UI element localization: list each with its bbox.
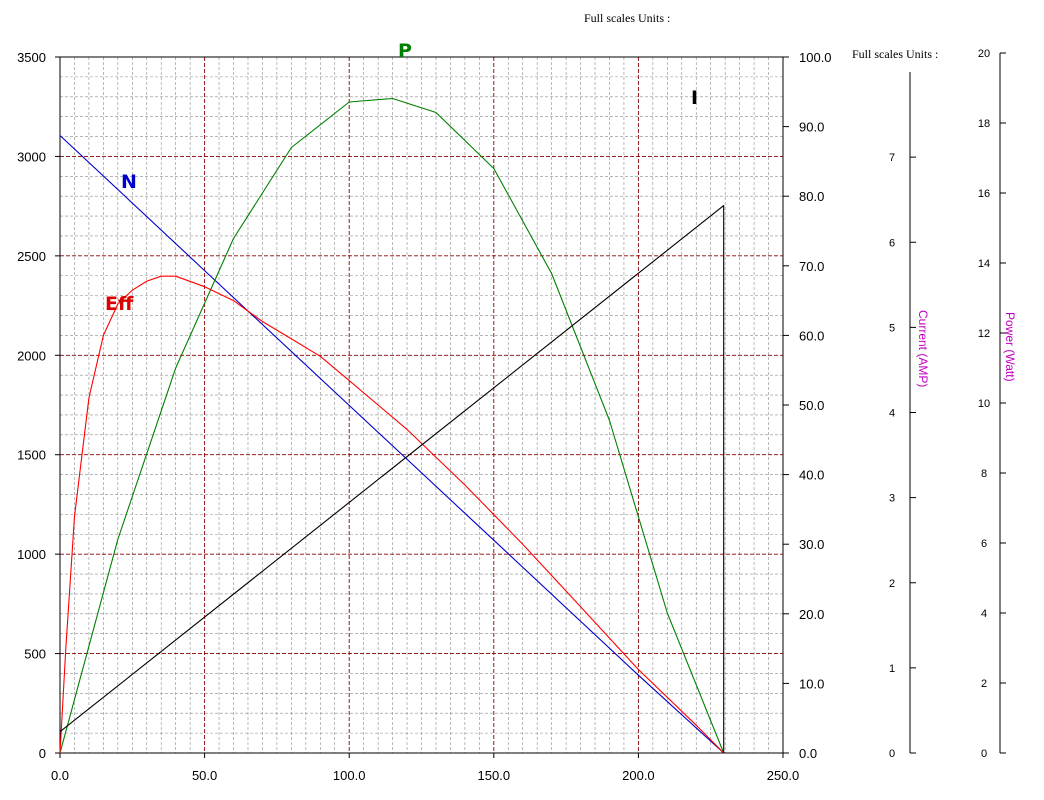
current-axis: 0 1 2 3 4 5 6 7 [889,72,916,760]
series-label-eff: Eff [105,293,134,315]
series-label-p: P [398,40,412,62]
right-tick-label: 80.0 [799,189,824,204]
x-tick-label: 50.0 [192,768,217,783]
right-tick-label: 90.0 [799,120,824,135]
current-tick-label: 6 [889,237,895,249]
power-tick-label: 0 [981,748,987,760]
right-tick-label: 100.0 [799,50,832,65]
left-tick-label: 2000 [17,348,46,363]
power-tick-label: 16 [978,188,990,200]
current-tick-label: 5 [889,322,895,334]
right-tick-label: 60.0 [799,328,824,343]
power-tick-label: 14 [978,258,990,270]
current-axis-title: Current (AMP) [916,310,930,387]
right-axis-ticks: 0.0 10.0 20.0 30.0 40.0 50.0 60.0 70.0 80.0 90.0 1… [783,50,832,761]
power-tick-label: 6 [981,538,987,550]
right-tick-label: 50.0 [799,398,824,413]
left-axis-ticks: 0 500 1000 1500 2000 2500 3000 3500 [17,50,60,761]
power-tick-label: 20 [978,48,990,60]
x-axis-ticks: 0.0 50.0 100.0 150.0 200.0 250.0 [51,753,799,783]
power-axis-title: Power (Watt) [1003,312,1017,382]
right-tick-label: 70.0 [799,259,824,274]
left-tick-label: 2500 [17,249,46,264]
left-tick-label: 500 [24,647,46,662]
right-tick-label: 40.0 [799,468,824,483]
x-tick-label: 250.0 [767,768,800,783]
current-tick-label: 0 [889,748,895,760]
current-tick-label: 1 [889,663,895,675]
current-tick-label: 2 [889,578,895,590]
power-axis: 0 2 4 6 8 10 12 14 16 18 20 [978,48,1006,760]
right-tick-label: 20.0 [799,607,824,622]
current-tick-label: 4 [889,408,895,420]
left-tick-label: 1500 [17,448,46,463]
series-group [59,97,725,754]
x-tick-label: 100.0 [333,768,366,783]
power-tick-label: 2 [981,678,987,690]
left-tick-label: 1000 [17,547,46,562]
x-tick-label: 0.0 [51,768,69,783]
series-line-eff [59,275,725,754]
power-tick-label: 10 [978,398,990,410]
current-tick-label: 3 [889,493,895,505]
x-tick-label: 150.0 [478,768,511,783]
left-tick-label: 3000 [17,149,46,164]
series-line-p [59,97,725,754]
right-tick-label: 0.0 [799,746,817,761]
series-label-n: N [121,171,137,193]
right-tick-label: 30.0 [799,537,824,552]
x-tick-label: 200.0 [622,768,655,783]
series-line-i [59,205,725,753]
power-tick-label: 8 [981,468,987,480]
left-tick-label: 3500 [17,50,46,65]
left-tick-label: 0 [39,746,46,761]
series-label-i: I [691,87,698,109]
grid [60,57,783,753]
series-line-n [59,135,725,754]
power-tick-label: 18 [978,118,990,130]
power-tick-label: 12 [978,328,990,340]
power-tick-label: 4 [981,608,987,620]
right-tick-label: 10.0 [799,676,824,691]
header-top: Full scales Units : [584,11,670,25]
current-tick-label: 7 [889,152,895,164]
header-right: Full scales Units : [852,47,938,61]
